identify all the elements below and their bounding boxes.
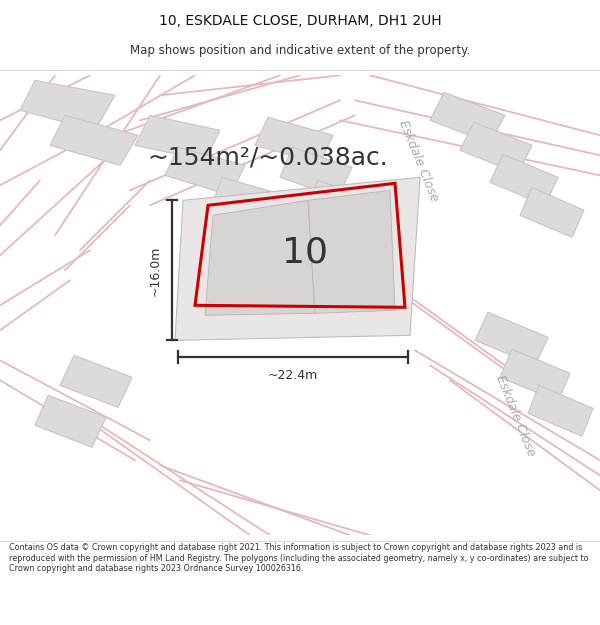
Polygon shape: [175, 177, 420, 340]
Text: ~154m²/~0.038ac.: ~154m²/~0.038ac.: [148, 145, 388, 169]
Text: 10, ESKDALE CLOSE, DURHAM, DH1 2UH: 10, ESKDALE CLOSE, DURHAM, DH1 2UH: [158, 14, 442, 28]
Polygon shape: [60, 355, 132, 408]
Polygon shape: [528, 385, 593, 436]
Polygon shape: [135, 115, 220, 160]
Polygon shape: [205, 200, 315, 315]
Text: Eskdale Close: Eskdale Close: [493, 372, 537, 458]
Text: Map shows position and indicative extent of the property.: Map shows position and indicative extent…: [130, 44, 470, 57]
Polygon shape: [165, 148, 245, 195]
Text: 10: 10: [282, 235, 328, 269]
Text: Eskdale Close: Eskdale Close: [396, 118, 440, 203]
Polygon shape: [305, 180, 373, 230]
Polygon shape: [500, 349, 570, 401]
Text: Contains OS data © Crown copyright and database right 2021. This information is : Contains OS data © Crown copyright and d…: [9, 543, 589, 573]
Polygon shape: [475, 312, 548, 365]
Polygon shape: [520, 188, 584, 238]
Polygon shape: [210, 177, 285, 227]
Text: ~22.4m: ~22.4m: [268, 369, 318, 382]
Polygon shape: [430, 92, 505, 143]
Polygon shape: [35, 396, 106, 448]
Polygon shape: [50, 115, 138, 165]
Polygon shape: [20, 80, 115, 130]
Polygon shape: [460, 122, 532, 173]
Polygon shape: [280, 148, 352, 198]
Polygon shape: [490, 154, 558, 205]
Polygon shape: [308, 190, 395, 313]
Text: ~16.0m: ~16.0m: [149, 245, 162, 296]
Polygon shape: [255, 118, 333, 163]
